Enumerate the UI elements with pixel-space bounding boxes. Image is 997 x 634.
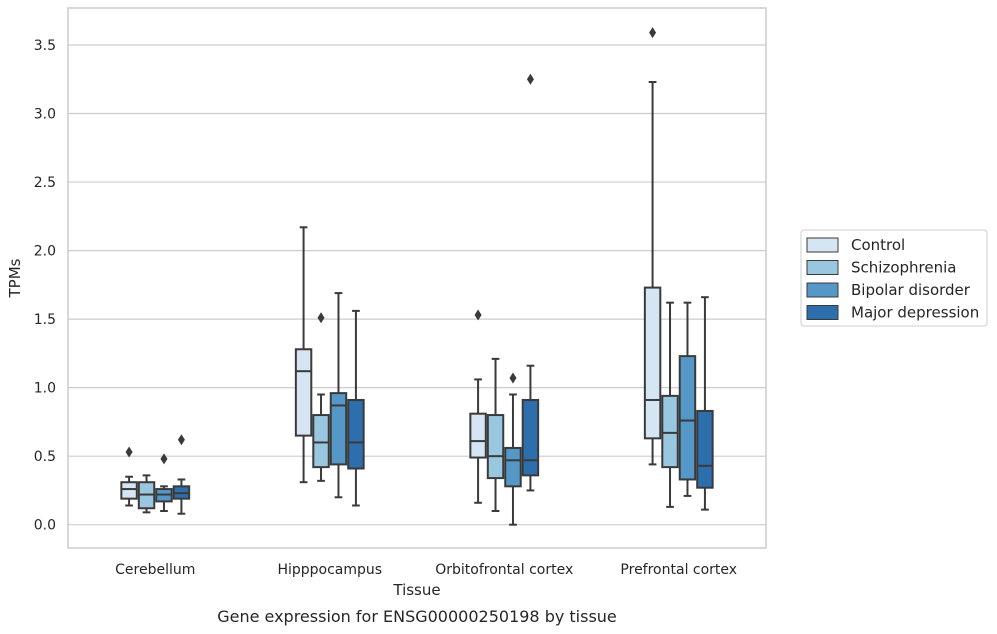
y-tick-label: 0.0 — [34, 518, 56, 534]
box-bipolar-disorder — [329, 292, 348, 499]
box-schizophrenia — [661, 301, 679, 508]
box-body — [521, 398, 540, 477]
box-body — [329, 392, 348, 466]
box-major-depression — [172, 434, 191, 515]
y-tick-label: 1.0 — [34, 381, 56, 397]
box-body — [486, 414, 505, 480]
box-control — [469, 309, 487, 504]
outlier-point — [509, 372, 517, 384]
box-groups — [120, 27, 714, 526]
outlier-point — [160, 453, 168, 465]
legend-label: Control — [851, 236, 905, 254]
box-schizophrenia — [312, 312, 330, 482]
outlier-point — [177, 434, 185, 446]
outlier-point — [526, 73, 534, 85]
x-tick-labels: Cerebellum Hipppocampus Orbitofrontal cort… — [115, 562, 737, 578]
plot-area — [68, 8, 766, 548]
box-body — [661, 394, 679, 469]
box-body — [696, 409, 714, 489]
x-tick-label: Hipppocampus — [277, 562, 382, 578]
box-body — [504, 446, 522, 488]
box-major-depression — [521, 73, 540, 492]
box-schizophrenia — [486, 357, 505, 512]
outlier-point — [317, 312, 325, 324]
box-body — [643, 286, 662, 440]
legend-frame — [800, 229, 988, 327]
box-bipolar-disorder — [155, 453, 173, 512]
y-tick-label: 2.0 — [34, 244, 56, 260]
x-tick-label: Orbitofrontal cortex — [435, 562, 573, 578]
box-body — [678, 355, 697, 481]
outlier-point — [474, 309, 482, 321]
legend-label: Schizophrenia — [851, 259, 956, 277]
y-axis-title: TPMs — [6, 258, 24, 298]
plot-frame — [67, 7, 767, 549]
outlier-point — [649, 27, 657, 39]
y-tick-label: 2.5 — [34, 175, 56, 191]
box-control — [120, 446, 138, 507]
y-tick-label: 3.0 — [34, 107, 56, 123]
legend: Control Schizophrenia Bipolar disorder Majo… — [800, 229, 988, 327]
legend-swatch — [806, 237, 839, 253]
box-major-depression — [696, 296, 714, 511]
box-bipolar-disorder — [678, 301, 697, 497]
box-body — [120, 481, 138, 500]
legend-swatch — [806, 260, 839, 275]
x-tick-label: Prefrontal cortex — [620, 562, 737, 578]
box-body — [294, 348, 313, 437]
y-tick-label: 3.5 — [34, 38, 56, 54]
legend-label: Bipolar disorder — [851, 281, 971, 299]
box-bipolar-disorder — [504, 372, 522, 526]
x-tick-label: Cerebellum — [115, 562, 195, 578]
outlier-point — [125, 446, 133, 458]
box-major-depression — [347, 309, 365, 507]
x-axis-title: Tissue — [392, 581, 440, 599]
legend-swatch — [806, 305, 839, 320]
legend-swatch — [806, 282, 839, 298]
box-body — [347, 398, 365, 470]
box-control — [294, 226, 313, 484]
box-body — [469, 412, 487, 459]
y-tick-label: 0.5 — [34, 449, 56, 465]
legend-label: Major depression — [851, 304, 979, 322]
gridlines — [68, 44, 766, 526]
box-schizophrenia — [137, 474, 156, 514]
box-control — [643, 27, 662, 466]
box-body — [312, 414, 330, 469]
y-tick-labels: 0.0 0.5 1.0 1.5 2.0 2.5 3.0 3.5 — [34, 38, 56, 534]
figure-caption: Gene expression for ENSG00000250198 by t… — [217, 607, 617, 626]
y-tick-label: 1.5 — [34, 312, 56, 328]
